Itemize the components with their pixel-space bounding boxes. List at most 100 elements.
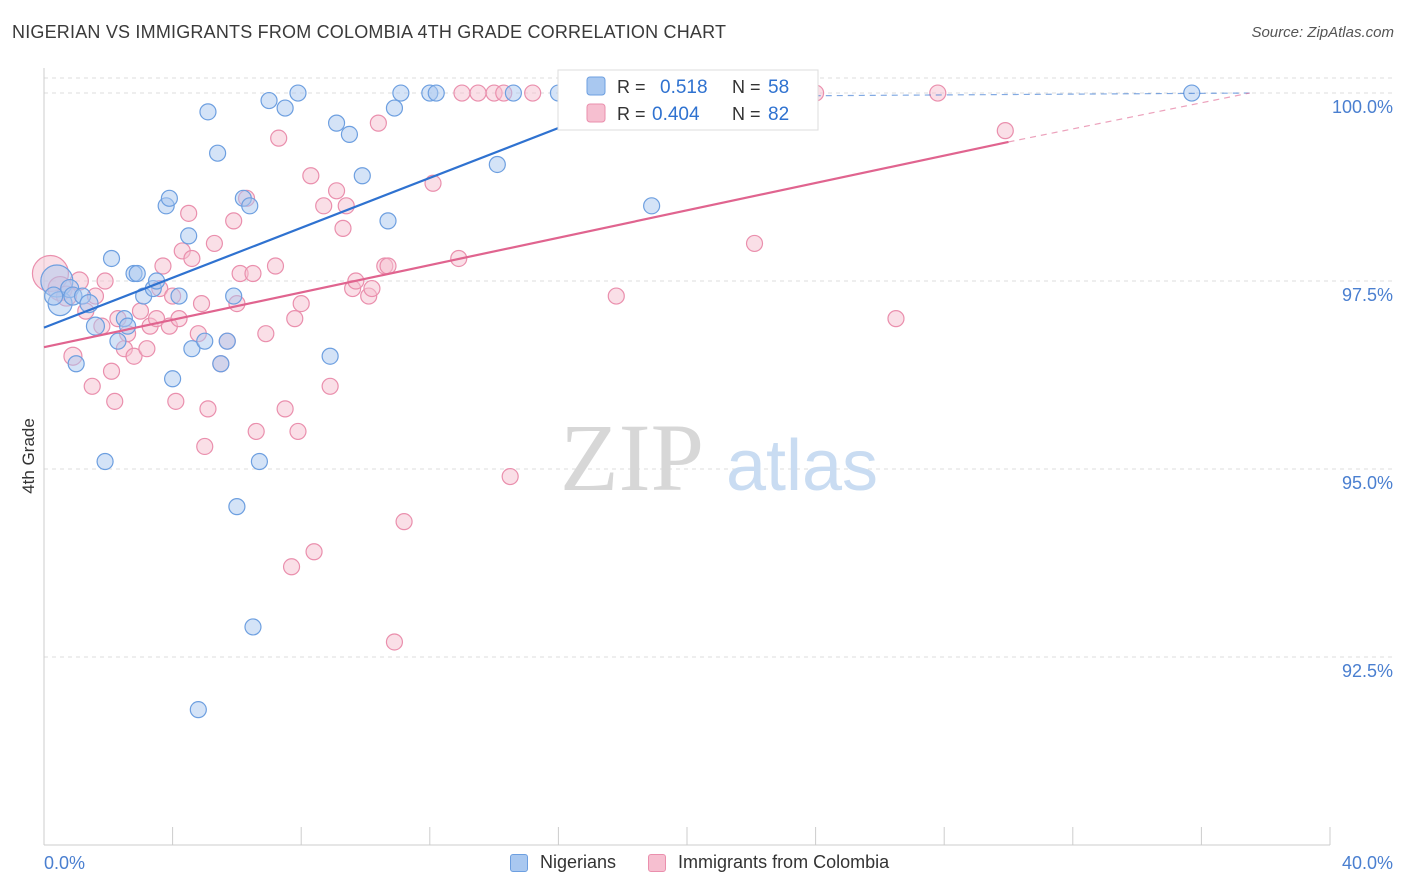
colombia-point: [395, 513, 413, 531]
nigerian-point: [128, 264, 146, 283]
colombia-point: [292, 294, 310, 313]
nigerian-point: [118, 317, 137, 335]
colombia-point: [286, 310, 304, 328]
nigerian-point: [212, 355, 230, 373]
nigerian-point: [160, 189, 178, 207]
stats-n-label-pink: N =: [732, 104, 761, 124]
nigerian-point: [209, 144, 227, 162]
nigerian-point: [385, 99, 404, 117]
colombia-point: [453, 84, 471, 102]
nigerian-point: [180, 227, 198, 245]
nigerian-point: [250, 452, 269, 471]
colombia-swatch: [648, 853, 667, 872]
colombia-point: [996, 122, 1014, 140]
colombia-point: [270, 129, 288, 147]
colombia-point: [257, 325, 275, 343]
nigerian-point: [183, 340, 201, 358]
colombia-point: [321, 377, 339, 395]
y-tick-label: 95.0%: [1342, 473, 1393, 493]
watermark-atlas: atlas: [726, 426, 878, 506]
legend-item-colombia[interactable]: Immigrants from Colombia: [648, 852, 889, 873]
nigerian-point: [321, 347, 339, 365]
nigerian-point: [218, 332, 236, 350]
colombia-point: [96, 272, 114, 290]
colombia-point: [887, 310, 905, 328]
colombia-point: [196, 437, 214, 456]
y-tick-label: 97.5%: [1342, 285, 1393, 305]
colombia-point: [138, 340, 156, 358]
colombia-point: [131, 302, 150, 320]
colombia-point: [180, 204, 198, 222]
watermark-zip: ZIP: [560, 404, 704, 511]
stats-legend-pink-swatch: [586, 103, 606, 123]
colombia-point: [102, 362, 121, 380]
colombia-trend-extension: [1008, 92, 1250, 143]
nigerian-point: [504, 84, 522, 102]
colombia-point: [83, 377, 101, 395]
nigerian-point: [327, 114, 346, 132]
source-label: Source: ZipAtlas.com: [1251, 24, 1394, 41]
legend-label-nigerians: Nigerians: [540, 852, 617, 872]
nigerian-point: [170, 287, 188, 305]
colombia-points: [31, 84, 1014, 651]
nigerian-point: [164, 370, 182, 388]
colombia-point: [289, 422, 307, 441]
stats-r-label-blue: R =: [617, 77, 646, 97]
axes: [43, 68, 1331, 846]
colombia-point: [282, 558, 301, 576]
y-axis-label: 4th Grade: [19, 418, 38, 494]
stats-n-value-pink: 82: [768, 104, 789, 125]
nigerian-trend-line: [43, 95, 640, 329]
colombia-point: [266, 257, 285, 275]
nigerian-point: [392, 84, 410, 102]
nigerian-point: [427, 84, 445, 102]
stats-legend: R = 0.518 N = 58 R = 0.404 N = 82: [557, 69, 819, 131]
colombia-point: [154, 257, 172, 275]
stats-r-label-pink: R =: [617, 104, 646, 124]
colombia-point: [334, 219, 352, 237]
x-tick-label-max: 40.0%: [1342, 853, 1393, 873]
colombia-point: [524, 84, 542, 102]
nigerian-point: [109, 332, 127, 350]
stats-n-value-blue: 58: [768, 77, 789, 98]
chart-title: NIGERIAN VS IMMIGRANTS FROM COLOMBIA 4TH…: [12, 22, 727, 42]
colombia-point: [379, 257, 397, 275]
nigerian-point: [488, 155, 506, 174]
colombia-point: [276, 400, 294, 418]
nigerian-point: [228, 498, 246, 516]
y-tick-label: 92.5%: [1342, 661, 1393, 681]
colombia-point: [205, 234, 223, 253]
nigerian-point: [225, 287, 243, 305]
colombia-point: [192, 294, 211, 313]
stats-legend-blue-swatch: [586, 76, 606, 96]
colombia-point: [225, 212, 243, 230]
colombia-point: [244, 264, 262, 283]
colombia-point: [183, 249, 201, 268]
x-tick-label-min: 0.0%: [44, 853, 85, 873]
nigerian-points: [40, 84, 1201, 719]
nigerian-point: [44, 286, 64, 306]
nigerian-point: [260, 91, 278, 110]
colombia-point: [385, 633, 404, 651]
nigerian-point: [196, 332, 214, 350]
stats-n-label-blue: N =: [732, 77, 761, 97]
colombia-point: [106, 392, 124, 410]
colombia-point: [199, 400, 217, 418]
nigerian-point: [67, 355, 85, 373]
legend-item-nigerians[interactable]: Nigerians: [510, 852, 616, 873]
nigerian-point: [244, 618, 262, 636]
nigerian-point: [643, 197, 661, 215]
nigerian-point: [85, 316, 106, 336]
stats-r-value-pink: 0.404: [652, 104, 700, 125]
nigerian-point: [102, 249, 121, 268]
colombia-point: [315, 197, 333, 215]
nigerian-point: [241, 197, 259, 215]
y-tick-label: 100.0%: [1332, 97, 1393, 117]
nigerian-point: [199, 103, 217, 121]
colombia-point: [247, 422, 265, 441]
gridlines: 92.5% 95.0% 97.5% 100.0%: [44, 77, 1395, 681]
nigerians-swatch: [510, 853, 528, 872]
colombia-point: [469, 84, 487, 102]
colombia-point: [125, 347, 143, 365]
